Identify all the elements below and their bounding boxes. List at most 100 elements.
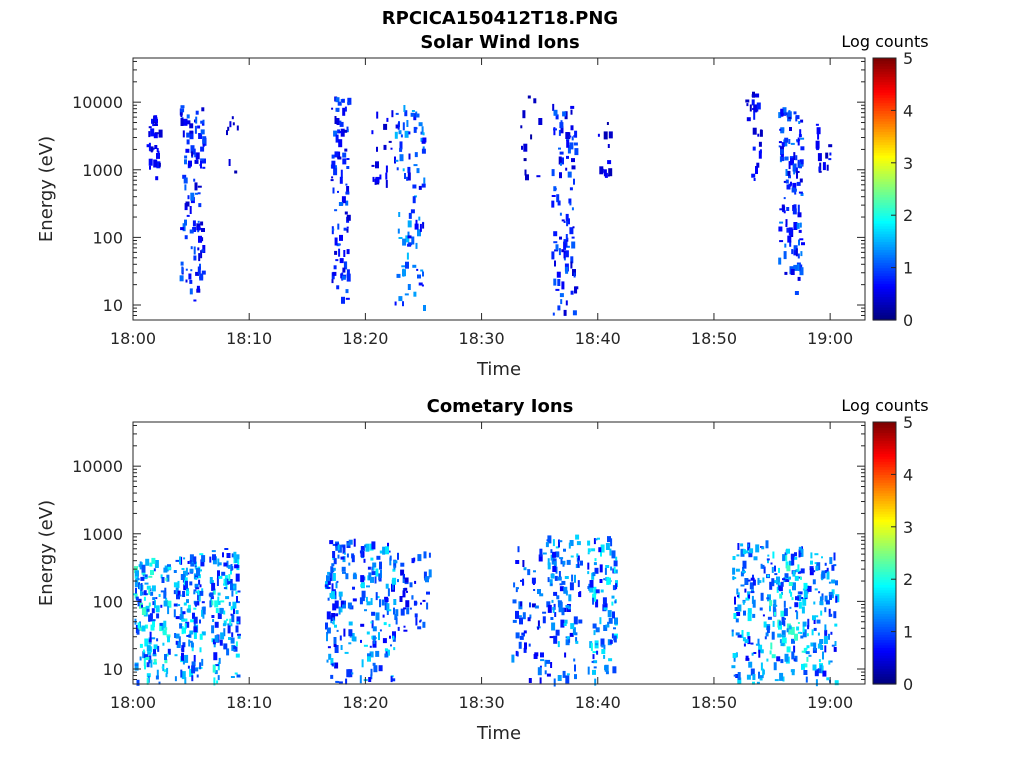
heatmap-cell (422, 146, 425, 151)
heatmap-cell (733, 613, 737, 619)
colorbar-segment (873, 487, 896, 491)
heatmap-cell (201, 249, 205, 253)
colorbar-segment (873, 639, 896, 643)
heatmap-cell (142, 649, 145, 653)
heatmap-cell (342, 571, 346, 574)
colorbar-segment (873, 293, 896, 298)
colorbar-segment (873, 594, 896, 599)
heatmap-cell (359, 675, 362, 684)
heatmap-cell (399, 154, 404, 162)
heatmap-cell (376, 111, 379, 119)
heatmap-cell (341, 566, 346, 572)
heatmap-cell (561, 580, 566, 585)
heatmap-cell (747, 613, 752, 622)
heatmap-cell (550, 573, 555, 579)
heatmap-cell (792, 208, 797, 215)
heatmap-cell (173, 590, 176, 595)
heatmap-cell (515, 610, 519, 619)
heatmap-cell (522, 612, 526, 620)
heatmap-cell (792, 582, 796, 591)
heatmap-cell (593, 562, 597, 566)
heatmap-cell (753, 652, 757, 654)
heatmap-cell (386, 603, 390, 612)
heatmap-cell (786, 207, 790, 211)
heatmap-cell (147, 675, 150, 683)
heatmap-cell (400, 569, 405, 576)
heatmap-cell (199, 553, 204, 556)
heatmap-cell (341, 196, 346, 204)
heatmap-cell (191, 645, 194, 652)
colorbar-segment (873, 186, 896, 190)
colorbar-segment (873, 668, 896, 672)
heatmap-cell (181, 645, 185, 653)
heatmap-cell (563, 241, 567, 244)
heatmap-cell (781, 634, 785, 637)
heatmap-cell (334, 250, 338, 255)
colorbar-segment (873, 76, 896, 80)
heatmap-cell (360, 623, 365, 627)
heatmap-cell (199, 619, 201, 624)
heatmap-cell (799, 591, 803, 595)
heatmap-cell (834, 680, 839, 686)
colorbar-segment (873, 456, 896, 460)
heatmap-cell (544, 670, 547, 675)
heatmap-cell (755, 166, 758, 174)
colorbar-segment (873, 249, 896, 253)
colorbar-tick-label: 5 (903, 413, 913, 432)
heatmap-cell (345, 200, 349, 206)
heatmap-cell (153, 658, 157, 663)
heatmap-cell (779, 593, 783, 599)
heatmap-cell (770, 642, 773, 650)
heatmap-cell (786, 548, 790, 554)
heatmap-cell (342, 545, 346, 554)
heatmap-cell (785, 169, 788, 176)
heatmap-cell (793, 264, 798, 271)
heatmap-cell (337, 544, 342, 553)
heatmap-cell (740, 543, 744, 547)
heatmap-cell (347, 602, 352, 609)
heatmap-cell (390, 676, 393, 683)
heatmap-cell (396, 273, 401, 278)
heatmap-cell (394, 156, 396, 164)
heatmap-cell (231, 632, 234, 638)
colorbar-segment (873, 477, 896, 481)
heatmap-cell (796, 170, 798, 179)
heatmap-cell (755, 544, 760, 553)
heatmap-cell (197, 247, 200, 251)
heatmap-cell (812, 664, 817, 671)
heatmap-cell (146, 144, 150, 148)
heatmap-cell (214, 621, 219, 628)
heatmap-cell (790, 269, 795, 275)
colorbar-segment (873, 553, 896, 557)
heatmap-cell (137, 622, 141, 629)
heatmap-cell (327, 597, 330, 601)
heatmap-cell (789, 127, 792, 131)
heatmap-cell (560, 299, 563, 305)
heatmap-cell (767, 574, 770, 577)
heatmap-cell (787, 170, 791, 176)
heatmap-cell (348, 629, 353, 637)
heatmap-cell (185, 201, 190, 207)
heatmap-cell (223, 643, 228, 650)
heatmap-cell (831, 564, 835, 571)
heatmap-cell (165, 627, 168, 631)
colorbar-segment (873, 642, 896, 646)
colorbar-segment (873, 634, 896, 638)
colorbar-segment (873, 547, 896, 551)
heatmap-cell (594, 558, 597, 562)
heatmap-cell (778, 567, 780, 573)
colorbar-segment (873, 233, 896, 237)
colorbar-segment (873, 283, 896, 287)
heatmap-cell (406, 252, 409, 260)
heatmap-cell (416, 268, 419, 271)
colorbar-segment (873, 600, 896, 604)
heatmap-cell (193, 607, 197, 610)
heatmap-cell (190, 192, 195, 201)
heatmap-cell (774, 679, 779, 682)
heatmap-cell (539, 548, 543, 557)
heatmap-cell (563, 548, 566, 552)
heatmap-cell (361, 549, 364, 557)
heatmap-cell (762, 669, 765, 675)
x-tick-label: 18:00 (110, 693, 156, 712)
heatmap-cell (615, 556, 618, 561)
